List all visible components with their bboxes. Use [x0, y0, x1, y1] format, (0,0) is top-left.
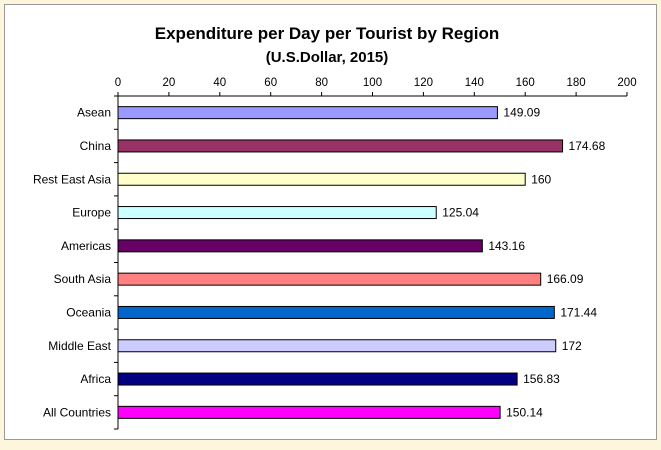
value-label: 125.04 [442, 206, 479, 220]
x-axis: 0 20 40 60 80 100 120 140 160 180 200 [114, 77, 637, 430]
chart-title-line2: (U.S.Dollar, 2015) [266, 49, 389, 66]
bar-middle-east [117, 339, 557, 353]
value-label: 160 [531, 172, 551, 186]
x-tick-label: 120 [414, 77, 433, 89]
chart-frame: Expenditure per Day per Tourist by Regio… [4, 4, 657, 440]
bar-europe [117, 206, 437, 220]
x-tick-label: 180 [567, 77, 586, 89]
bar-china [117, 139, 564, 153]
bar-chart: Expenditure per Day per Tourist by Regio… [33, 24, 637, 430]
value-label: 150.14 [506, 405, 543, 419]
value-label: 149.09 [503, 106, 540, 120]
x-tick-label: 100 [363, 77, 382, 89]
category-label: Asean [77, 106, 111, 120]
x-tick-label: 80 [315, 77, 328, 89]
x-tick-label: 0 [115, 77, 121, 89]
category-label: Africa [80, 372, 111, 386]
bar-rest-east-asia [117, 172, 526, 186]
category-label: South Asia [54, 272, 112, 286]
category-label: Rest East Asia [33, 172, 111, 186]
value-label: 143.16 [488, 239, 525, 253]
bar-south-asia [117, 272, 542, 286]
category-label: Oceania [66, 305, 111, 319]
bar-all-countries [117, 405, 501, 419]
category-label: All Countries [43, 405, 111, 419]
value-label: 172 [562, 339, 582, 353]
x-tick-label: 200 [617, 77, 636, 89]
bar-africa [117, 372, 518, 386]
x-tick-label: 140 [465, 77, 484, 89]
x-tick-label: 20 [163, 77, 176, 89]
value-label: 166.09 [547, 272, 584, 286]
category-label: China [80, 139, 112, 153]
value-label: 171.44 [560, 305, 597, 319]
bar-asean [117, 106, 498, 120]
category-label: Americas [61, 239, 111, 253]
bar-americas [117, 239, 483, 253]
value-label: 156.83 [523, 372, 560, 386]
chart-title-line1: Expenditure per Day per Tourist by Regio… [155, 24, 499, 43]
value-label: 174.68 [569, 139, 606, 153]
x-tick-label: 160 [516, 77, 535, 89]
x-tick-label: 60 [264, 77, 277, 89]
bars-group: Asean 149.09 China 174.68 Rest East Asia 160 E… [33, 106, 606, 420]
category-label: Europe [72, 206, 111, 220]
category-label: Middle East [48, 339, 111, 353]
x-tick-label: 40 [213, 77, 226, 89]
bar-oceania [117, 305, 555, 319]
